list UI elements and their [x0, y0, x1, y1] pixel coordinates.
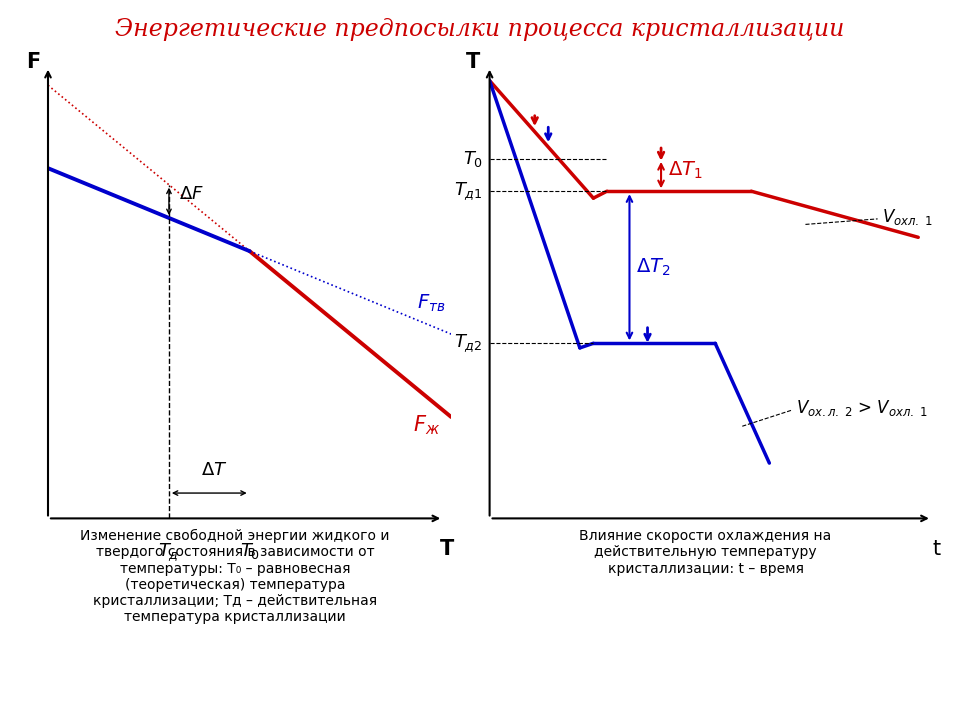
Text: $F_{тв}$: $F_{тв}$ [417, 293, 445, 314]
Text: t: t [932, 539, 941, 559]
Text: $\Delta T_2$: $\Delta T_2$ [636, 256, 671, 278]
Text: T: T [467, 53, 481, 72]
Text: $T_{д1}$: $T_{д1}$ [454, 181, 483, 202]
Text: Влияние скорости охлаждения на
действительную температуру
кристаллизации: t – вр: Влияние скорости охлаждения на действите… [580, 529, 831, 575]
Text: $T_0$: $T_0$ [239, 541, 260, 562]
Text: $V_{ох.л.\ 2}$ > $V_{охл.\ 1}$: $V_{ох.л.\ 2}$ > $V_{охл.\ 1}$ [797, 398, 928, 418]
Text: $T_д$: $T_д$ [158, 541, 180, 563]
Text: $\Delta T$: $\Delta T$ [202, 461, 228, 479]
Text: Изменение свободной энергии жидкого и
твердого состояния в зависимости от
темпер: Изменение свободной энергии жидкого и тв… [81, 529, 390, 624]
Text: Энергетические предпосылки процесса кристаллизации: Энергетические предпосылки процесса крис… [115, 18, 845, 41]
Text: $V_{охл.\ 1}$: $V_{охл.\ 1}$ [882, 207, 933, 227]
Text: $T_{д2}$: $T_{д2}$ [454, 333, 483, 354]
Text: $\Delta F$: $\Delta F$ [179, 186, 204, 204]
Text: $\Delta T_1$: $\Delta T_1$ [668, 160, 703, 181]
Text: F: F [26, 53, 40, 72]
Text: $T_0$: $T_0$ [463, 149, 483, 169]
Text: T: T [440, 539, 454, 559]
Text: $F_{ж}$: $F_{ж}$ [414, 413, 441, 437]
